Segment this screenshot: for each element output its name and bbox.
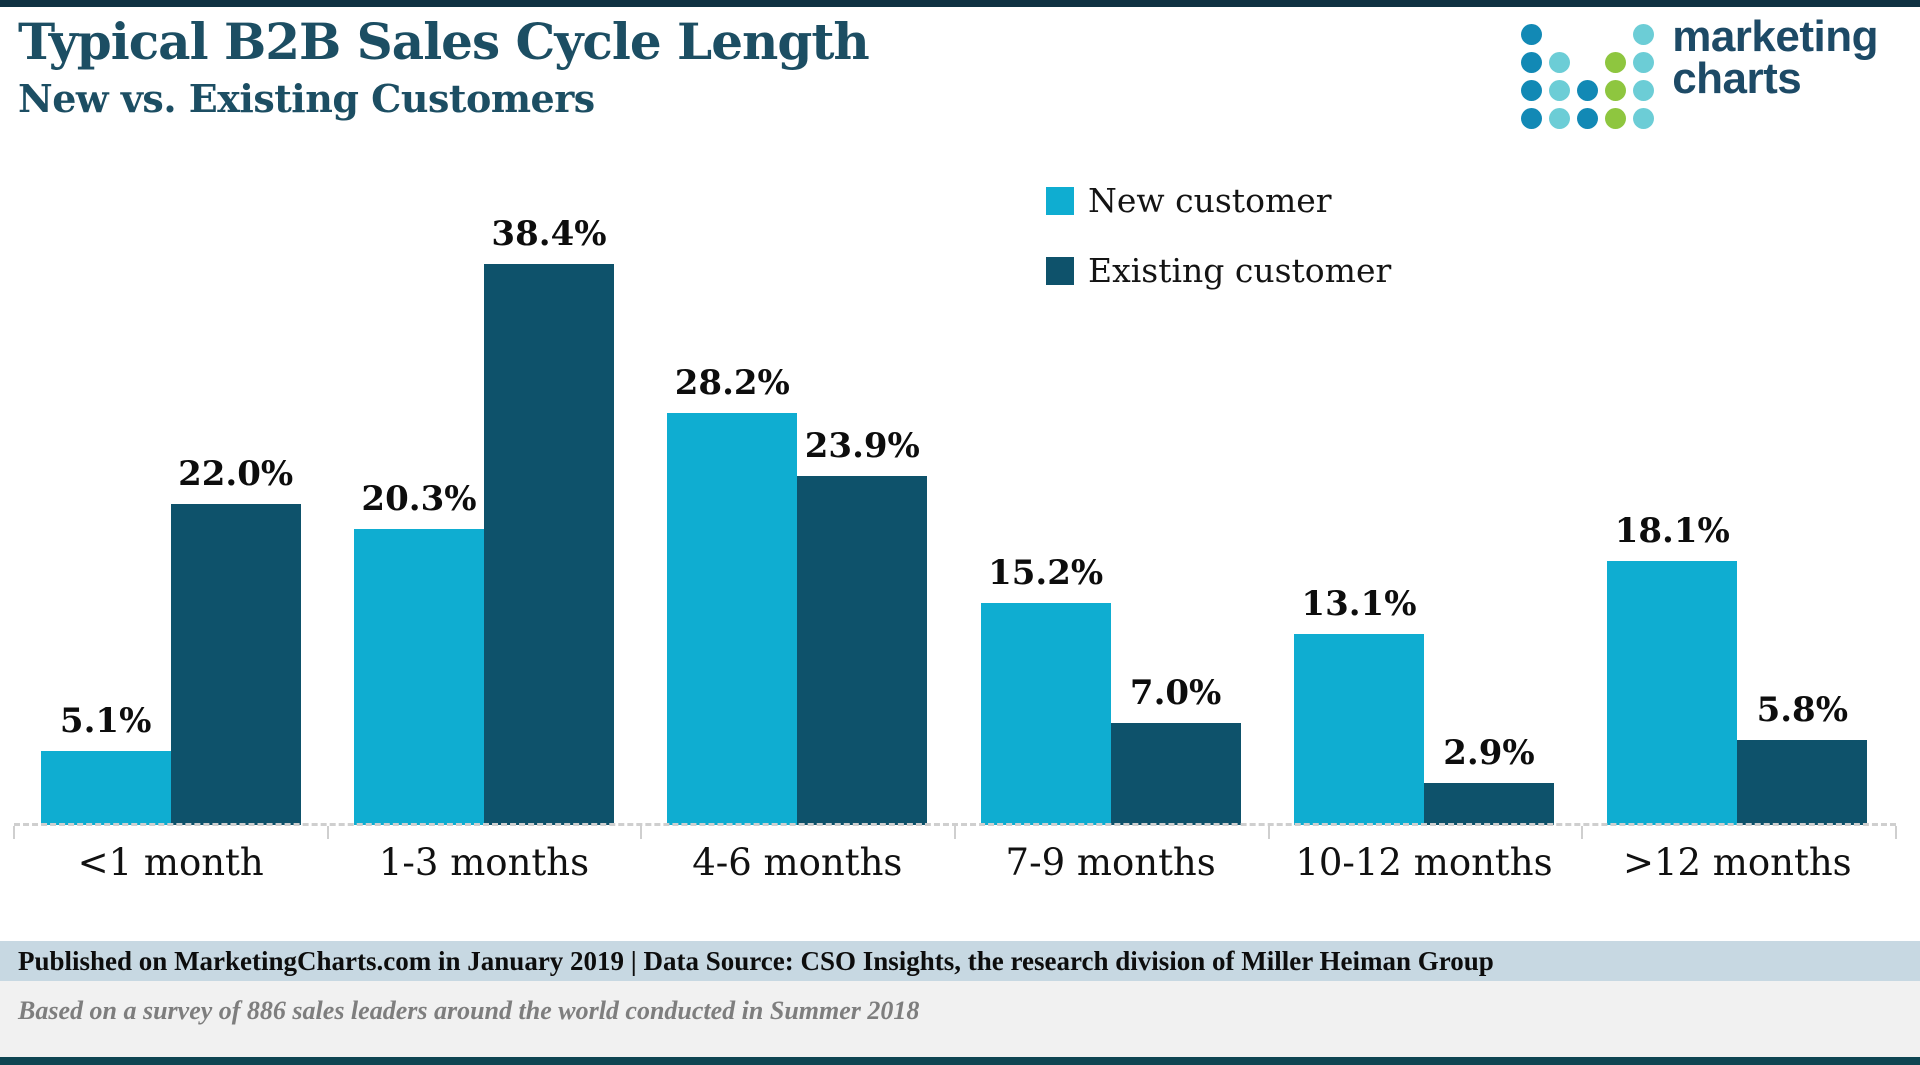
- value-label: 2.9%: [1443, 732, 1535, 773]
- bar-with-label: 23.9%: [797, 426, 928, 825]
- logo-dot: [1605, 80, 1627, 101]
- page-title: Typical B2B Sales Cycle Length: [18, 12, 870, 71]
- x-axis-line: [13, 823, 1897, 839]
- legend-swatch-new-customer: [1046, 186, 1074, 215]
- logo-dot: [1549, 80, 1571, 101]
- axis-tick: [1581, 826, 1584, 839]
- bar-with-label: 18.1%: [1607, 510, 1738, 825]
- logo-dot: [1521, 80, 1543, 101]
- brand-name-line2: charts: [1672, 53, 1802, 103]
- top-border: [0, 0, 1920, 7]
- legend-item-new-customer: New customer: [1046, 181, 1391, 220]
- survey-note: Based on a survey of 886 sales leaders a…: [18, 996, 920, 1025]
- bar-with-label: 22.0%: [170, 453, 301, 825]
- logo-dot: [1549, 108, 1571, 129]
- bar-existing-customer: [1110, 722, 1241, 825]
- bar-with-label: 38.4%: [483, 214, 614, 825]
- survey-note-bar: Based on a survey of 886 sales leaders a…: [0, 981, 1920, 1057]
- x-axis-label: >12 months: [1622, 841, 1852, 884]
- logo-dot: [1633, 108, 1655, 129]
- logo-dot-spacer: [1577, 24, 1598, 45]
- bar-with-label: 5.1%: [40, 700, 171, 825]
- bar-group: 5.1% 22.0%: [14, 241, 327, 825]
- bar-with-label: 15.2%: [980, 553, 1111, 825]
- logo-dot-spacer: [1577, 52, 1598, 73]
- publication-note: Published on MarketingCharts.com in Janu…: [18, 945, 1494, 976]
- logo-dot: [1521, 24, 1543, 45]
- brand-name: marketing charts: [1672, 12, 1878, 103]
- x-axis-label: 4-6 months: [692, 841, 903, 884]
- bar-new-customer: [1293, 633, 1424, 825]
- publication-bar: Published on MarketingCharts.com in Janu…: [0, 941, 1920, 981]
- bar-existing-customer: [1737, 740, 1868, 825]
- value-label: 18.1%: [1614, 510, 1730, 551]
- axis-tick: [954, 826, 956, 839]
- legend-label-new-customer: New customer: [1088, 181, 1332, 220]
- page-subtitle: New vs. Existing Customers: [18, 76, 595, 121]
- x-axis-label: 1-3 months: [378, 841, 590, 884]
- bar-with-label: 2.9%: [1423, 732, 1554, 825]
- value-label: 38.4%: [491, 214, 607, 255]
- x-axis-labels: <1 month 1-3 months 4-6 months 7-9 month…: [14, 841, 1894, 884]
- bar-with-label: 13.1%: [1293, 583, 1424, 825]
- brand-logo: marketing charts: [1521, 12, 1878, 129]
- value-label: 23.9%: [804, 426, 920, 467]
- bar-existing-customer: [1423, 782, 1554, 825]
- logo-dot: [1633, 52, 1655, 73]
- brand-name-line1: marketing: [1672, 12, 1878, 61]
- bar-new-customer: [40, 750, 171, 825]
- logo-dot: [1521, 108, 1543, 129]
- bar-new-customer: [667, 413, 798, 825]
- logo-dot: [1521, 52, 1543, 73]
- logo-dot-spacer: [1549, 24, 1570, 45]
- bar-group: 13.1% 2.9%: [1267, 241, 1580, 825]
- axis-tick: [13, 826, 15, 839]
- bar-new-customer: [353, 528, 484, 825]
- value-label: 5.8%: [1756, 690, 1849, 731]
- logo-dot: [1605, 108, 1627, 129]
- bar-with-label: 28.2%: [667, 363, 798, 825]
- legend-label-existing-customer: Existing customer: [1088, 251, 1392, 290]
- bar-existing-customer: [483, 264, 614, 825]
- value-label: 15.2%: [988, 553, 1104, 594]
- logo-dot: [1549, 52, 1571, 73]
- legend-item-existing-customer: Existing customer: [1046, 251, 1391, 290]
- bar-new-customer: [980, 603, 1111, 825]
- value-label: 5.1%: [59, 700, 152, 741]
- bar-group: 20.3% 38.4%: [327, 214, 640, 825]
- logo-dot-spacer: [1605, 24, 1626, 45]
- bar-new-customer: [1607, 560, 1738, 825]
- axis-tick: [640, 826, 643, 839]
- chart-legend: New customer Existing customer: [1046, 181, 1391, 290]
- bottom-border: [0, 1057, 1920, 1065]
- axis-tick: [1895, 826, 1897, 839]
- logo-dot: [1577, 108, 1599, 129]
- x-axis-label: <1 month: [77, 841, 264, 884]
- legend-swatch-existing-customer: [1046, 256, 1074, 285]
- value-label: 22.0%: [178, 453, 294, 494]
- axis-tick: [326, 826, 329, 839]
- value-label: 20.3%: [361, 478, 477, 519]
- bar-existing-customer: [170, 503, 301, 825]
- bar-group: 18.1% 5.8%: [1581, 241, 1894, 825]
- logo-dots-icon: [1521, 24, 1655, 129]
- x-axis-label: 10-12 months: [1295, 841, 1553, 884]
- bar-group: 28.2% 23.9%: [641, 241, 954, 825]
- logo-dot: [1605, 52, 1627, 73]
- logo-dot: [1633, 80, 1655, 101]
- bar-existing-customer: [797, 476, 928, 825]
- logo-dot: [1577, 80, 1599, 101]
- value-label: 28.2%: [674, 363, 790, 404]
- logo-dot: [1633, 24, 1655, 45]
- bar-with-label: 7.0%: [1110, 672, 1241, 825]
- value-label: 13.1%: [1301, 583, 1417, 624]
- x-axis-label: 7-9 months: [1005, 841, 1216, 884]
- bar-with-label: 20.3%: [353, 478, 484, 825]
- plot-area: 5.1% 22.0% 20.3% 38.4% 28.2% 23.9% 15.2% 7.0% 13…: [14, 214, 1894, 825]
- bar-with-label: 5.8%: [1737, 690, 1868, 825]
- bar-group: 15.2% 7.0%: [954, 241, 1267, 825]
- value-label: 7.0%: [1129, 672, 1222, 713]
- axis-tick: [1267, 826, 1270, 839]
